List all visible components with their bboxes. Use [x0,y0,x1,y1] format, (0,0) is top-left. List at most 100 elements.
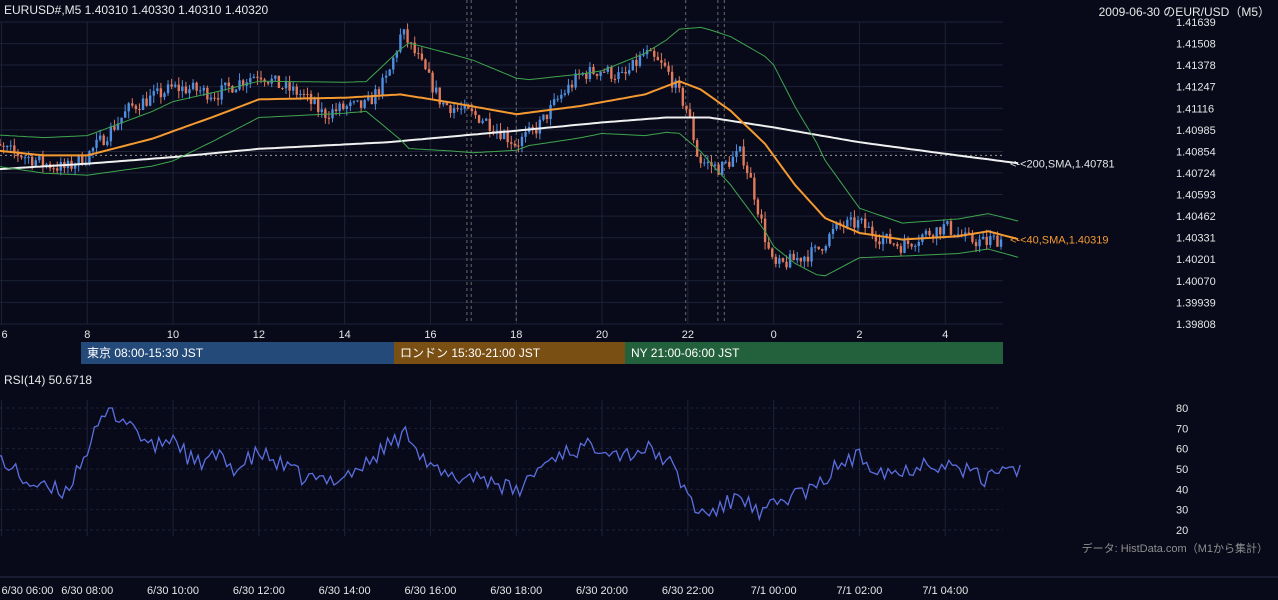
candle-body [989,236,992,245]
candle-body [753,177,756,200]
candle [402,28,406,40]
candle [359,100,363,114]
candle-body [828,233,831,247]
candle [91,146,95,159]
candle-body [202,87,205,91]
candle-body [813,246,817,248]
price-grid: 1.41639 1.41508 1.41378 1.41247 1.41116 1.409… [0,0,1216,536]
candle-body [349,102,352,107]
candle [971,230,974,245]
candle [728,156,731,170]
candle [874,230,878,249]
candle [216,92,220,106]
candle-body [145,98,148,106]
candle-body [810,247,813,262]
candle-body [467,104,470,109]
candle-body [731,156,735,167]
candle-body [999,239,1003,247]
candle-body [59,162,62,171]
candle-body [792,253,795,261]
candle [284,76,288,94]
candle-body [420,53,424,60]
time-x-tick: 6/30 08:00 [61,585,113,597]
candle [9,140,12,151]
candle-body [177,84,180,92]
candle-body [549,104,552,120]
candle-body [156,88,159,92]
candle-body [52,168,55,170]
candle-body [313,99,316,104]
candle [992,232,996,241]
candle [824,244,828,254]
candle-body [166,84,170,94]
candle [896,241,899,250]
candle [291,81,295,95]
candle [631,59,634,71]
price-y-tick: 1.40724 [1176,168,1216,180]
candle [745,161,749,180]
candle [717,162,720,175]
candle-body [635,59,638,66]
candle-body [738,146,742,152]
candle [781,257,785,263]
candle-body [524,131,527,137]
candle [238,73,241,91]
candle-body [334,109,338,112]
candle-body [942,224,946,235]
candle-body [567,84,570,94]
candle [574,69,577,90]
candle [760,209,763,224]
price-y-tick: 1.41247 [1176,82,1216,94]
candle-body [542,114,545,120]
candle-body [427,69,431,73]
candle-body [649,50,652,52]
candle-body [853,217,856,228]
candle-body [91,147,95,152]
candle-body [856,220,860,228]
price-x-tick: 18 [510,329,522,341]
candle [985,229,988,250]
candle [331,104,334,123]
candle [981,232,985,240]
price-x-tick: 4 [942,329,948,341]
candle [320,102,323,118]
candle-body [259,77,263,80]
candle [942,219,946,239]
candle [796,251,799,264]
candle-body [249,78,252,83]
candle [274,75,277,82]
candle-body [113,126,116,130]
candle-body [141,98,145,110]
candle-body [835,222,838,229]
candle [245,78,248,94]
candle [642,48,645,58]
candle [974,239,978,253]
candle-body [506,132,509,143]
candle-body [699,156,702,164]
candle-body [377,89,381,95]
candle-body [109,126,113,142]
candle-body [742,146,745,166]
candle [123,104,127,118]
candle [545,114,549,124]
rsi-y-tick: 40 [1176,484,1188,496]
candle-body [173,84,177,87]
candle-body [824,246,828,251]
candle-body [302,93,306,95]
candle [860,217,863,224]
candle-body [874,234,878,242]
rsi-y-tick: 20 [1176,525,1188,537]
rsi-y-tick: 80 [1176,403,1188,415]
candle-body [692,116,695,141]
candle [392,56,395,74]
candle [813,244,817,253]
candle-body [234,89,238,93]
candle-body [849,217,853,220]
candle [427,62,431,74]
candle-body [191,82,195,90]
candle-body [535,128,538,134]
candle [892,242,895,247]
candle-body [288,82,291,91]
candle [356,100,359,103]
candle [338,101,341,117]
